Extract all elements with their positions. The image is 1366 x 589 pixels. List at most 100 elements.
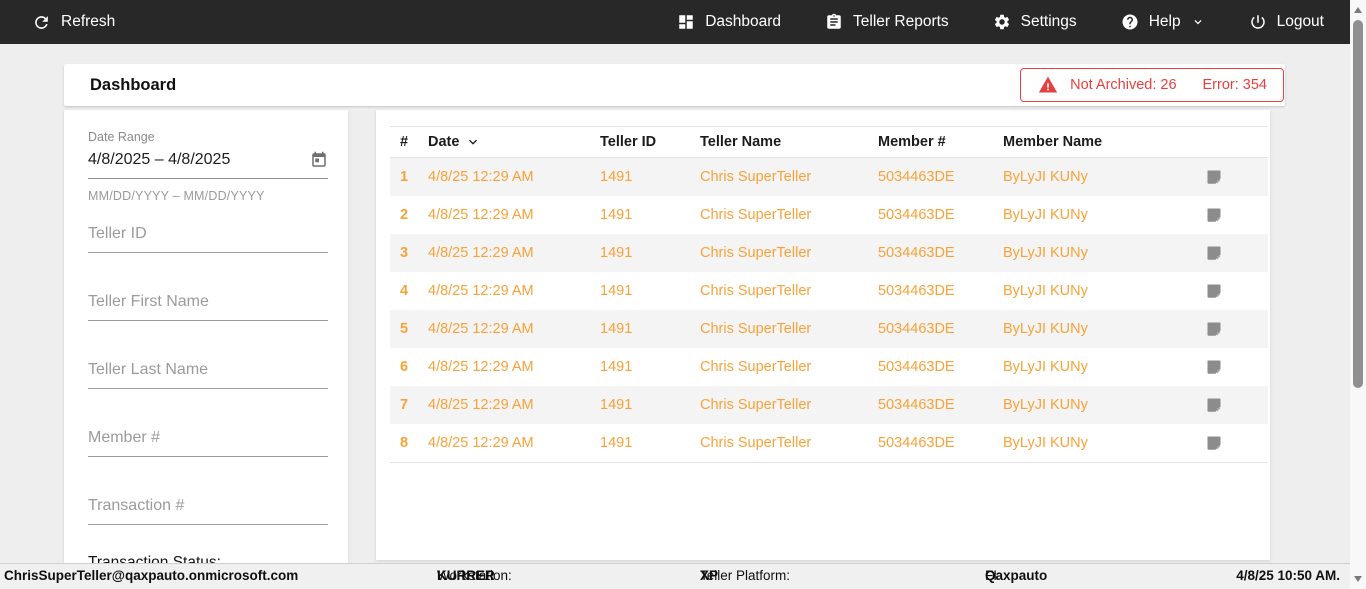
note-icon[interactable] xyxy=(1205,320,1223,338)
row-date: 4/8/25 12:29 AM xyxy=(428,397,534,413)
user-email: ChrisSuperTeller@qaxpauto.onmicrosoft.co… xyxy=(4,568,299,583)
nav-item-teller-reports[interactable]: Teller Reports xyxy=(825,13,949,31)
row-date: 4/8/25 12:29 AM xyxy=(428,435,534,451)
row-member-name: ByLyJI KUNy xyxy=(1003,397,1088,413)
member-number-input[interactable] xyxy=(88,425,328,457)
archive-error-alert[interactable]: Not Archived: 26 Error: 354 xyxy=(1020,68,1284,102)
table-row[interactable]: 4 4/8/25 12:29 AM 1491 Chris SuperTeller… xyxy=(390,272,1268,310)
row-number: 8 xyxy=(400,435,409,451)
fi-status: FI: Qaxpauto xyxy=(985,564,1047,588)
note-icon[interactable] xyxy=(1205,434,1223,452)
date-range-label: Date Range xyxy=(88,130,155,144)
settings-gear-icon xyxy=(994,14,1009,30)
fi-label: FI: xyxy=(985,568,1001,583)
fi-value: Qaxpauto xyxy=(985,568,1048,583)
date-range-field xyxy=(88,144,328,179)
scrollbar-down-arrow-icon[interactable] xyxy=(1354,576,1362,582)
row-teller-id: 1491 xyxy=(600,207,633,223)
nav-item-logout[interactable]: Logout xyxy=(1249,13,1324,31)
nav-label: Logout xyxy=(1276,13,1324,30)
column-header-teller-id[interactable]: Teller ID xyxy=(600,134,657,150)
vertical-scrollbar[interactable] xyxy=(1350,0,1366,589)
row-member-name: ByLyJI KUNy xyxy=(1003,245,1088,261)
row-teller-name: Chris SuperTeller xyxy=(700,397,812,413)
row-member-number: 5034463DE xyxy=(878,169,955,185)
row-teller-name: Chris SuperTeller xyxy=(700,359,812,375)
date-format-hint: MM/DD/YYYY – MM/DD/YYYY xyxy=(88,189,265,203)
row-number: 2 xyxy=(400,207,409,223)
row-teller-id: 1491 xyxy=(600,397,633,413)
row-member-number: 5034463DE xyxy=(878,283,955,299)
teller-platform-label: Teller Platform: xyxy=(700,568,791,583)
row-teller-id: 1491 xyxy=(600,245,633,261)
note-icon[interactable] xyxy=(1205,282,1223,300)
teller-first-name-input[interactable] xyxy=(88,289,328,321)
scrollbar-thumb[interactable] xyxy=(1353,20,1363,388)
row-member-number: 5034463DE xyxy=(878,207,955,223)
workstation-label: Workstation: xyxy=(437,568,512,583)
table-row[interactable]: 2 4/8/25 12:29 AM 1491 Chris SuperTeller… xyxy=(390,196,1268,234)
nav-item-dashboard[interactable]: Dashboard xyxy=(677,13,781,31)
nav-label: Help xyxy=(1148,13,1181,30)
scrollbar-up-arrow-icon[interactable] xyxy=(1354,7,1362,13)
row-teller-id: 1491 xyxy=(600,321,633,337)
row-member-name: ByLyJI KUNy xyxy=(1003,283,1088,299)
row-note-cell xyxy=(1205,358,1268,376)
teller-platform-value: XP xyxy=(700,568,719,583)
not-archived-count: Not Archived: 26 xyxy=(1070,77,1177,93)
column-header-date[interactable]: Date xyxy=(428,134,600,150)
table-row[interactable]: 8 4/8/25 12:29 AM 1491 Chris SuperTeller… xyxy=(390,424,1268,462)
results-panel: # Date Teller ID Teller Name Member # Me… xyxy=(376,110,1270,560)
teller-last-name-input[interactable] xyxy=(88,357,328,389)
dashboard-icon xyxy=(679,15,693,29)
column-header-member-name[interactable]: Member Name xyxy=(1003,134,1103,150)
table-row[interactable]: 1 4/8/25 12:29 AM 1491 Chris SuperTeller… xyxy=(390,158,1268,196)
note-icon[interactable] xyxy=(1205,206,1223,224)
refresh-button[interactable]: Refresh xyxy=(32,13,115,32)
row-member-number: 5034463DE xyxy=(878,321,955,337)
table-row[interactable]: 7 4/8/25 12:29 AM 1491 Chris SuperTeller… xyxy=(390,386,1268,424)
row-member-name: ByLyJI KUNy xyxy=(1003,169,1088,185)
top-navbar: Refresh Dashboard Teller Reports Setting… xyxy=(0,0,1350,44)
navbar-links: Dashboard Teller Reports Settings Help L… xyxy=(677,13,1324,31)
row-note-cell xyxy=(1205,434,1268,452)
row-teller-name: Chris SuperTeller xyxy=(700,435,812,451)
column-header-member-number[interactable]: Member # xyxy=(878,134,946,150)
date-range-input[interactable] xyxy=(88,151,310,169)
note-icon[interactable] xyxy=(1205,244,1223,262)
page-title: Dashboard xyxy=(90,75,177,94)
row-member-name: ByLyJI KUNy xyxy=(1003,359,1088,375)
note-icon[interactable] xyxy=(1205,396,1223,414)
logout-power-icon xyxy=(1250,15,1265,29)
row-note-cell xyxy=(1205,396,1268,414)
column-header-num[interactable]: # xyxy=(400,134,409,150)
teller-reports-icon xyxy=(827,13,841,29)
row-teller-id: 1491 xyxy=(600,359,633,375)
row-teller-name: Chris SuperTeller xyxy=(700,321,812,337)
status-bar: ChrisSuperTeller@qaxpauto.onmicrosoft.co… xyxy=(0,563,1350,589)
nav-item-settings[interactable]: Settings xyxy=(993,13,1077,31)
teller-platform-status: Teller Platform: XP xyxy=(700,564,790,588)
calendar-picker-button[interactable] xyxy=(310,151,328,169)
table-header-row: # Date Teller ID Teller Name Member # Me… xyxy=(390,126,1268,158)
row-teller-name: Chris SuperTeller xyxy=(700,207,812,223)
note-icon[interactable] xyxy=(1205,168,1223,186)
help-icon xyxy=(1122,14,1138,30)
row-number: 6 xyxy=(400,359,409,375)
row-date: 4/8/25 12:29 AM xyxy=(428,359,534,375)
column-header-teller-name[interactable]: Teller Name xyxy=(700,134,782,150)
row-number: 3 xyxy=(400,245,409,261)
row-member-number: 5034463DE xyxy=(878,435,955,451)
table-row[interactable]: 5 4/8/25 12:29 AM 1491 Chris SuperTeller… xyxy=(390,310,1268,348)
filters-panel: Date Range MM/DD/YYYY – MM/DD/YYYY Trans… xyxy=(64,110,348,563)
nav-label: Settings xyxy=(1020,13,1077,30)
error-count: Error: 354 xyxy=(1202,77,1267,93)
transaction-number-input[interactable] xyxy=(88,493,328,525)
teller-id-input[interactable] xyxy=(88,221,328,253)
note-icon[interactable] xyxy=(1205,358,1223,376)
row-teller-id: 1491 xyxy=(600,283,633,299)
table-row[interactable]: 6 4/8/25 12:29 AM 1491 Chris SuperTeller… xyxy=(390,348,1268,386)
refresh-icon xyxy=(35,15,48,29)
nav-item-help[interactable]: Help xyxy=(1121,13,1205,31)
table-row[interactable]: 3 4/8/25 12:29 AM 1491 Chris SuperTeller… xyxy=(390,234,1268,272)
